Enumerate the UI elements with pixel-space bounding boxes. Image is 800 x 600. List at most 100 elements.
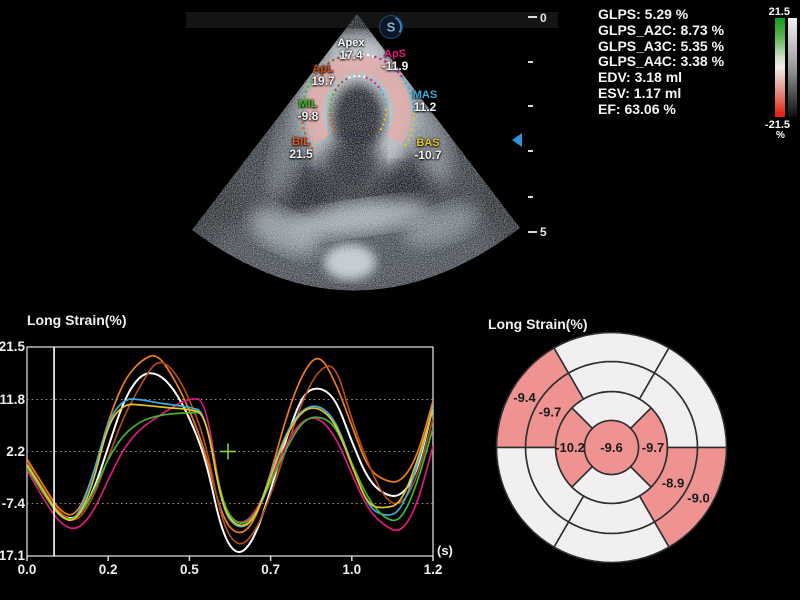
- us-label-mil: MIL -9.8: [276, 98, 340, 123]
- roi-dots-outer-aps: [374, 55, 405, 80]
- colorbar-strain-gradient: [775, 18, 785, 117]
- us-label-mil-name: MIL: [298, 98, 318, 110]
- strain-chart-title: Long Strain(%): [27, 312, 127, 328]
- us-label-bil-value: 21.5: [289, 147, 313, 161]
- us-label-apex: Apex 17.4: [319, 37, 383, 62]
- logo-s-icon: S: [379, 15, 403, 39]
- xtick-label-0.0: 0.0: [17, 562, 37, 577]
- strain-curve-bas: [27, 403, 433, 527]
- us-label-mas-name: MAS: [412, 89, 438, 101]
- roi-contour-overlay: [300, 52, 416, 150]
- us-label-apl-value: 19.7: [311, 74, 335, 88]
- strain-curve-mil: [27, 411, 433, 524]
- roi-dots-outer-apex: [339, 52, 377, 59]
- us-label-bas: BAS -10.7: [396, 137, 460, 162]
- measurement-glps: GLPS: 5.29 %: [598, 6, 689, 22]
- bullseye-value--9.0: -9.0: [687, 490, 709, 505]
- us-label-bil-name: BIL: [292, 136, 310, 148]
- ruler-tick-2: [528, 105, 533, 107]
- roi-dots-inner-mil: [328, 88, 337, 111]
- ruler-label-top: 0: [540, 11, 547, 25]
- ytick-label--7.4: -7.4: [1, 495, 25, 511]
- bullseye-value--9.4: -9.4: [513, 390, 536, 405]
- ruler-tick-4: [528, 196, 533, 198]
- ultrasound-image[interactable]: S: [180, 0, 560, 300]
- colorbar-unit-label: %: [776, 130, 785, 141]
- measurement-glps_a3c: GLPS_A3C: 5.35 %: [598, 37, 725, 54]
- us-label-mas: MAS 11.2: [393, 89, 457, 114]
- measurement-ef: EF: 63.06 %: [598, 100, 676, 117]
- xtick-label-0.2: 0.2: [98, 562, 118, 577]
- roi-dots-inner-bil: [328, 108, 337, 131]
- bullseye-seg-basal-240: [552, 520, 671, 564]
- bullseye-value--10.2: -10.2: [555, 440, 585, 455]
- us-label-mil-value: -9.8: [297, 109, 319, 123]
- bullseye-map: -10.2 -9.7 -9.7 -8.9 -9.4 -9.0 -9.6: [495, 331, 728, 564]
- bullseye-seg-basal-0: [653, 346, 728, 449]
- xtick-label-1.2: 1.2: [423, 562, 443, 577]
- us-label-bil: BIL 21.5: [269, 136, 333, 161]
- bullseye-title: Long Strain(%): [488, 316, 588, 332]
- xtick-label-0.5: 0.5: [180, 562, 199, 577]
- us-label-aps-value: -11.9: [381, 59, 409, 73]
- bullseye-center: [583, 419, 640, 476]
- us-top-strip: [186, 12, 558, 28]
- us-label-mas-value: 11.2: [413, 100, 437, 114]
- ytick-label--17.1: -17.1: [0, 548, 25, 563]
- ytick-label-2.2: 2.2: [6, 443, 25, 459]
- ytick-label-21.5: 21.5: [0, 339, 25, 354]
- us-label-bas-value: -10.7: [414, 148, 442, 162]
- roi-dots-inner-bas: [379, 108, 388, 131]
- ruler-tick-0: [528, 16, 537, 18]
- roi-band: [305, 55, 411, 144]
- roi-dots-outer-bil: [300, 112, 314, 150]
- us-label-aps-name: ApS: [384, 48, 406, 60]
- ruler-tick-3: [528, 150, 533, 152]
- strain-chart-x-unit: (s): [437, 543, 453, 558]
- focus-marker-icon[interactable]: [512, 133, 522, 147]
- measurement-edv: EDV: 3.18 ml: [598, 69, 683, 86]
- curves-group: [27, 354, 433, 553]
- roi-dots-inner-apex: [348, 74, 368, 79]
- ruler-label-bottom: 5: [540, 225, 547, 239]
- strain-curve-apl: [27, 361, 433, 545]
- bullseye-seg-basal-180: [495, 446, 570, 549]
- roi-dots-outer-apl: [311, 55, 342, 80]
- roi-dots-outer-mil: [300, 77, 315, 115]
- colorbar-max-label: 21.5: [768, 6, 790, 18]
- roi-dots-outer-mas: [401, 77, 416, 115]
- ruler-tick-5: [528, 231, 537, 233]
- measurement-panel: GLPS: 5.29 % GLPS_A2C: 8.73 % GLPS_A3C: 5.…: [598, 6, 725, 118]
- us-label-apex-name: Apex: [337, 37, 365, 49]
- roi-dots-outer-bas: [402, 112, 416, 150]
- bullseye-value--9.7: -9.7: [642, 440, 664, 455]
- roi-dots-inner-mas: [379, 88, 388, 111]
- ytick-label-11.8: 11.8: [0, 391, 25, 407]
- measurement-esv: ESV: 1.17 ml: [598, 84, 682, 101]
- us-label-bas-name: BAS: [416, 137, 440, 149]
- svg-text:S: S: [387, 20, 396, 35]
- measurement-glps_a4c: GLPS_A4C: 3.38 %: [598, 53, 725, 70]
- ruler-tick-1: [528, 61, 533, 63]
- strain-curve-apex: [27, 372, 433, 553]
- bullseye-value--9.6: -9.6: [600, 440, 622, 455]
- crosshair-marker-icon: [219, 443, 236, 460]
- us-label-aps: ApS -11.9: [363, 48, 427, 73]
- xtick-label-0.7: 0.7: [261, 562, 280, 577]
- bullseye-value--8.9: -8.9: [662, 476, 684, 491]
- roi-dots-inner-apl: [334, 76, 351, 91]
- us-label-apl: ApL 19.7: [291, 63, 355, 88]
- bullseye-seg-basal-60: [552, 331, 671, 375]
- bullseye-seg-basal-300: [653, 446, 728, 549]
- colorbar-gray-gradient: [788, 18, 797, 117]
- xtick-label-1.0: 1.0: [342, 562, 362, 577]
- strain-curve-aps: [27, 398, 433, 532]
- roi-dots-inner-aps: [365, 76, 382, 91]
- bullseye-value--9.7: -9.7: [539, 405, 561, 420]
- us-label-apl-name: ApL: [312, 63, 334, 75]
- us-label-apex-value: 17.4: [339, 48, 363, 62]
- strain-chart-plot: [26, 346, 434, 561]
- measurement-glps_a2c: GLPS_A2C: 8.73 %: [598, 21, 725, 38]
- colorbar-min-label: -21.5: [764, 119, 790, 131]
